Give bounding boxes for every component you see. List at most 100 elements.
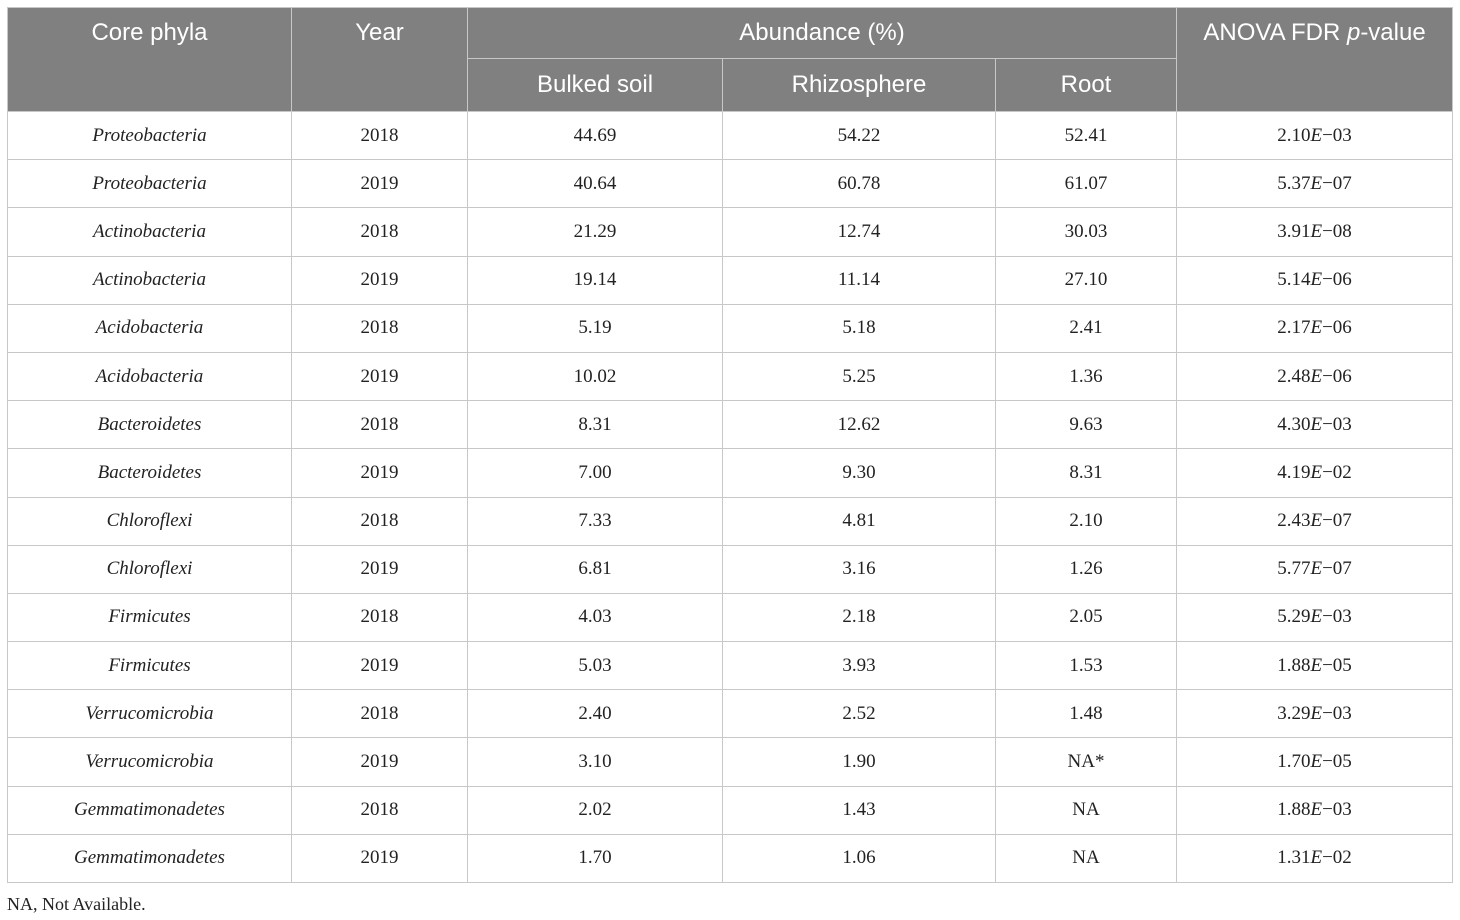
cell-phylum: Chloroflexi xyxy=(7,544,292,594)
p-value-exponent: −05 xyxy=(1322,654,1352,676)
core-phyla-table: Core phyla Year Abundance (%) ANOVA FDR … xyxy=(7,7,1454,884)
p-value-mantissa: 4.19 xyxy=(1277,461,1311,483)
cell-rhizosphere: 4.81 xyxy=(722,496,996,546)
header-root: Root xyxy=(994,58,1178,112)
data-table-container: Core phyla Year Abundance (%) ANOVA FDR … xyxy=(7,7,1454,884)
cell-phylum: Verrucomicrobia xyxy=(7,689,292,739)
p-value-mantissa: 2.48 xyxy=(1277,365,1311,387)
table-row: Acidobacteria 2019 10.02 5.25 1.36 2.48E−06 xyxy=(7,351,1454,402)
p-value-exponent: −03 xyxy=(1322,799,1352,821)
p-value-e: E xyxy=(1310,461,1323,483)
p-value-e: E xyxy=(1310,702,1323,724)
cell-year: 2018 xyxy=(291,592,468,643)
p-value-exponent: −07 xyxy=(1322,172,1352,194)
p-value-exponent: −03 xyxy=(1322,606,1352,628)
p-value-e: E xyxy=(1310,799,1323,821)
cell-rhizosphere: 1.06 xyxy=(722,833,996,884)
p-value-mantissa: 5.14 xyxy=(1277,269,1311,291)
cell-rhizosphere: 12.62 xyxy=(722,400,996,450)
cell-anova-p-value: 1.70E−05 xyxy=(1176,737,1454,787)
cell-root: 2.10 xyxy=(994,496,1178,546)
p-value-e: E xyxy=(1310,751,1323,773)
cell-bulked-soil: 40.64 xyxy=(467,159,723,209)
cell-root: 27.10 xyxy=(994,255,1178,305)
header-core-phyla: Core phyla xyxy=(7,7,292,112)
cell-phylum: Acidobacteria xyxy=(7,303,292,353)
table-footnote: NA, Not Available. xyxy=(7,894,146,914)
p-value-exponent: −02 xyxy=(1322,847,1352,869)
table-row: Actinobacteria 2019 19.14 11.14 27.10 5.14E−0… xyxy=(7,255,1454,305)
header-anova-prefix: ANOVA FDR xyxy=(1203,19,1347,46)
cell-root: 2.05 xyxy=(994,592,1178,643)
cell-year: 2019 xyxy=(291,737,468,787)
cell-anova-p-value: 5.37E−07 xyxy=(1176,159,1454,209)
cell-phylum: Acidobacteria xyxy=(7,351,292,402)
p-value-exponent: −03 xyxy=(1322,702,1352,724)
cell-phylum: Actinobacteria xyxy=(7,207,292,257)
cell-year: 2019 xyxy=(291,351,468,402)
cell-root: 52.41 xyxy=(994,110,1178,161)
cell-year: 2018 xyxy=(291,207,468,257)
p-value-e: E xyxy=(1310,317,1323,339)
table-row: Verrucomicrobia 2018 2.40 2.52 1.48 3.29E−03 xyxy=(7,689,1454,739)
cell-anova-p-value: 2.48E−06 xyxy=(1176,351,1454,402)
cell-root: 1.26 xyxy=(994,544,1178,594)
cell-year: 2019 xyxy=(291,255,468,305)
p-value-e: E xyxy=(1310,269,1323,291)
cell-rhizosphere: 54.22 xyxy=(722,110,996,161)
cell-year: 2019 xyxy=(291,641,468,691)
p-value-exponent: −03 xyxy=(1322,124,1352,146)
cell-year: 2018 xyxy=(291,400,468,450)
cell-root: 2.41 xyxy=(994,303,1178,353)
cell-bulked-soil: 19.14 xyxy=(467,255,723,305)
cell-bulked-soil: 4.03 xyxy=(467,592,723,643)
cell-bulked-soil: 6.81 xyxy=(467,544,723,594)
p-value-mantissa: 5.37 xyxy=(1277,172,1311,194)
cell-bulked-soil: 10.02 xyxy=(467,351,723,402)
cell-phylum: Bacteroidetes xyxy=(7,400,292,450)
p-value-exponent: −06 xyxy=(1322,317,1352,339)
table-row: Chloroflexi 2018 7.33 4.81 2.10 2.43E−07 xyxy=(7,496,1454,546)
p-value-mantissa: 1.31 xyxy=(1277,847,1311,869)
table-row: Firmicutes 2018 4.03 2.18 2.05 5.29E−03 xyxy=(7,592,1454,643)
table-row: Verrucomicrobia 2019 3.10 1.90 NA* 1.70E−05 xyxy=(7,737,1454,787)
p-value-e: E xyxy=(1310,606,1323,628)
p-value-mantissa: 5.29 xyxy=(1277,606,1311,628)
header-abundance: Abundance (%) xyxy=(466,7,1178,59)
p-value-mantissa: 2.10 xyxy=(1277,124,1311,146)
cell-phylum: Chloroflexi xyxy=(7,496,292,546)
cell-bulked-soil: 8.31 xyxy=(467,400,723,450)
cell-year: 2019 xyxy=(291,544,468,594)
p-value-e: E xyxy=(1310,124,1323,146)
cell-rhizosphere: 3.16 xyxy=(722,544,996,594)
cell-year: 2019 xyxy=(291,448,468,498)
cell-phylum: Proteobacteria xyxy=(7,110,292,161)
cell-root: 1.36 xyxy=(994,351,1178,402)
cell-rhizosphere: 9.30 xyxy=(722,448,996,498)
p-value-mantissa: 1.88 xyxy=(1277,654,1311,676)
p-value-exponent: −06 xyxy=(1322,365,1352,387)
p-value-exponent: −03 xyxy=(1322,413,1352,435)
cell-anova-p-value: 5.29E−03 xyxy=(1176,592,1454,643)
cell-bulked-soil: 5.19 xyxy=(467,303,723,353)
table-row: Chloroflexi 2019 6.81 3.16 1.26 5.77E−07 xyxy=(7,544,1454,594)
table-header: Core phyla Year Abundance (%) ANOVA FDR … xyxy=(7,7,1454,112)
p-value-e: E xyxy=(1310,510,1323,532)
cell-bulked-soil: 2.40 xyxy=(467,689,723,739)
p-value-mantissa: 3.29 xyxy=(1277,702,1311,724)
p-value-mantissa: 3.91 xyxy=(1277,220,1311,242)
cell-rhizosphere: 60.78 xyxy=(722,159,996,209)
cell-root: 61.07 xyxy=(994,159,1178,209)
cell-rhizosphere: 2.52 xyxy=(722,689,996,739)
p-value-e: E xyxy=(1310,847,1323,869)
cell-bulked-soil: 7.00 xyxy=(467,448,723,498)
table-row: Proteobacteria 2018 44.69 54.22 52.41 2.10E−0… xyxy=(7,110,1454,161)
p-value-exponent: −07 xyxy=(1322,510,1352,532)
cell-year: 2018 xyxy=(291,110,468,161)
cell-year: 2019 xyxy=(291,159,468,209)
header-anova-suffix: -value xyxy=(1360,19,1426,46)
cell-year: 2018 xyxy=(291,689,468,739)
cell-phylum: Firmicutes xyxy=(7,641,292,691)
p-value-e: E xyxy=(1310,220,1323,242)
table-row: Acidobacteria 2018 5.19 5.18 2.41 2.17E−06 xyxy=(7,303,1454,353)
